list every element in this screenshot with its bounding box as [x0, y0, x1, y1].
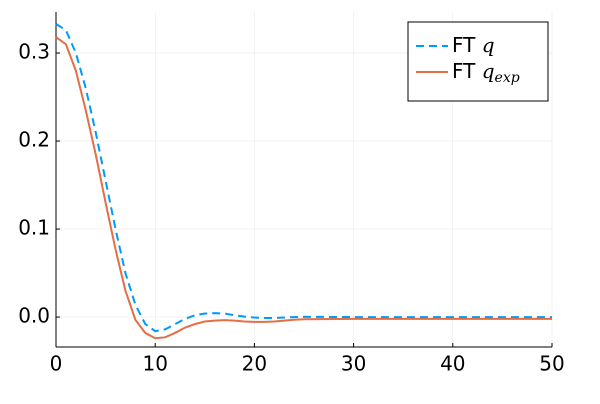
legend-label: FT q [452, 33, 495, 57]
x-tick-label: 10 [142, 352, 167, 376]
series-line [55, 36, 552, 340]
x-tick-label: 0 [50, 352, 63, 376]
x-tick-label: 20 [242, 352, 267, 376]
x-tick-label: 40 [440, 352, 465, 376]
legend-box [407, 21, 549, 102]
y-tick-label: 0.0 [18, 304, 50, 328]
y-tick-label: 0.3 [18, 40, 50, 64]
x-tick-label: 50 [539, 352, 564, 376]
legend-label: FT qexp [452, 59, 520, 87]
series-line [55, 23, 552, 333]
y-tick-label: 0.2 [18, 128, 50, 152]
x-tick-label: 30 [341, 352, 366, 376]
y-tick-label: 0.1 [18, 216, 50, 240]
